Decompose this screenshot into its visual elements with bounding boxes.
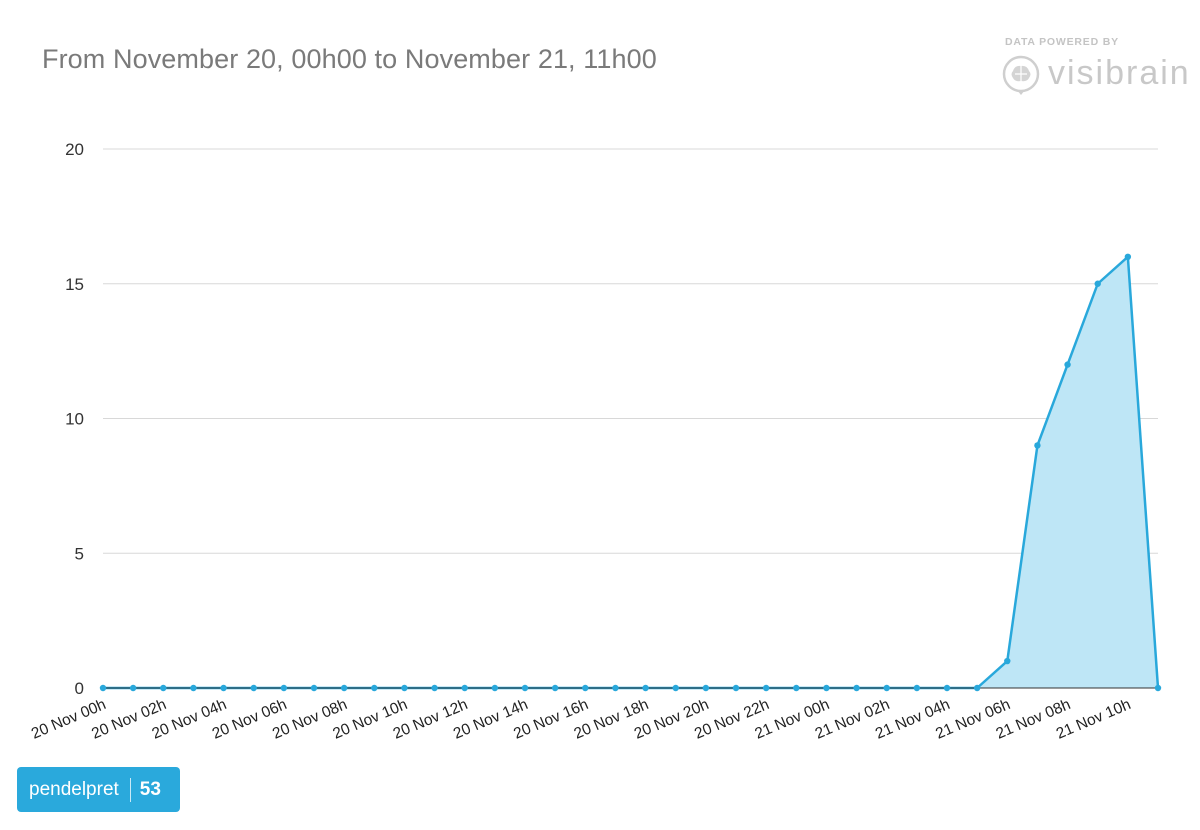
data-point	[672, 684, 679, 692]
data-point	[883, 684, 890, 692]
data-point	[732, 684, 740, 692]
data-point	[762, 684, 770, 692]
data-point	[340, 684, 348, 692]
data-point	[461, 684, 468, 692]
data-point	[431, 684, 438, 692]
data-points	[99, 253, 1162, 692]
data-point	[99, 684, 107, 692]
badge-divider	[129, 777, 131, 802]
data-point	[521, 684, 529, 692]
data-point	[220, 684, 227, 692]
series-area-fill	[103, 256, 1158, 688]
data-point	[913, 684, 921, 692]
y-axis-labels: 0 5 10 15 20	[65, 140, 84, 698]
powered-by-label: DATA POWERED BY	[1005, 36, 1119, 48]
chart-title: From November 20, 00h00 to November 21, …	[42, 44, 657, 74]
y-tick-label: 15	[65, 275, 84, 294]
data-point	[401, 684, 408, 692]
data-point	[280, 684, 288, 692]
branding: DATA POWERED BY visibrain	[1000, 36, 1195, 100]
data-point	[1124, 253, 1132, 260]
y-tick-label: 20	[65, 140, 84, 159]
data-point	[1004, 657, 1011, 665]
y-tick-label: 0	[75, 679, 84, 698]
badge-username: pendelpret	[29, 778, 119, 800]
data-point	[642, 684, 649, 692]
grid-lines	[103, 148, 1158, 554]
area-layer	[103, 255, 1160, 690]
data-point	[190, 684, 197, 692]
data-point	[371, 684, 378, 692]
data-point	[160, 684, 167, 692]
data-point	[1064, 361, 1071, 368]
series-line	[103, 255, 1160, 690]
data-point	[823, 684, 830, 692]
data-point	[551, 684, 559, 692]
brand-name: visibrain	[1048, 54, 1191, 92]
badge-count: 53	[139, 778, 161, 800]
data-point	[250, 684, 257, 692]
data-point	[310, 684, 318, 692]
brain-icon	[1002, 55, 1040, 95]
data-point	[491, 684, 499, 692]
data-point	[853, 684, 860, 692]
y-tick-label: 10	[65, 410, 84, 429]
data-point	[1034, 442, 1041, 449]
data-point	[1154, 684, 1162, 692]
data-point	[1094, 280, 1101, 287]
data-point	[973, 684, 981, 692]
data-point	[129, 684, 137, 692]
user-badge[interactable]: pendelpret 53	[17, 767, 180, 812]
data-point	[793, 684, 800, 692]
data-point	[702, 684, 710, 692]
data-point	[943, 684, 951, 692]
y-tick-label: 5	[75, 544, 84, 563]
data-point	[612, 684, 619, 692]
data-point	[582, 684, 589, 692]
